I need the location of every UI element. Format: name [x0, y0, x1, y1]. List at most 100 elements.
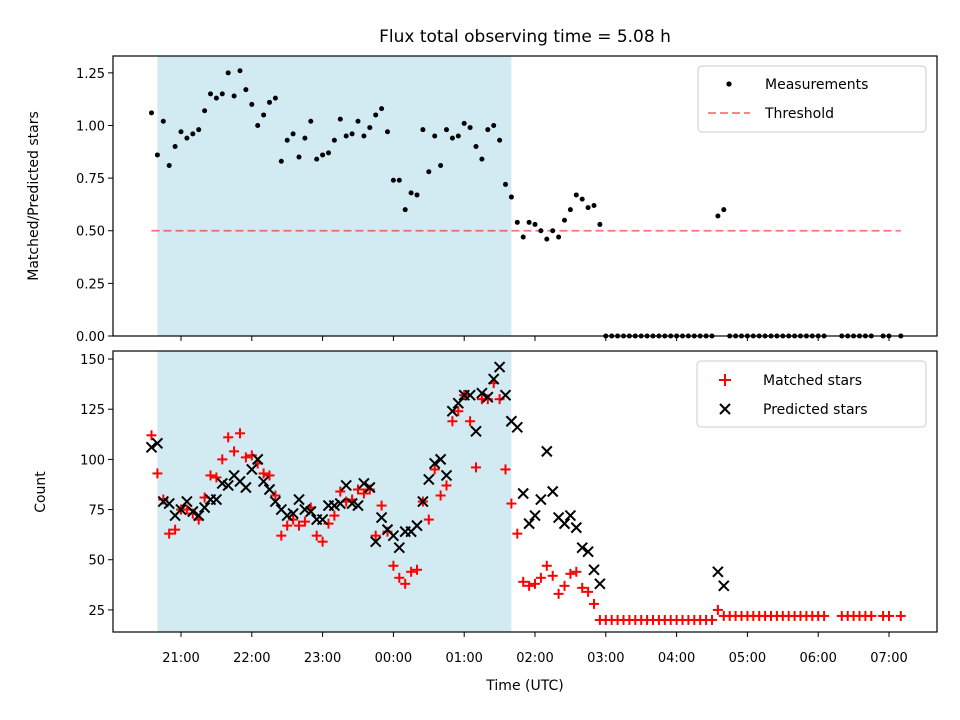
- measurement-point: [149, 110, 154, 116]
- measurement-point: [573, 192, 579, 198]
- measurement-point: [550, 228, 556, 234]
- matched-star-point: [583, 586, 594, 597]
- matched-star-point: [205, 470, 216, 481]
- bottom-y-tick-label: 50: [88, 554, 105, 569]
- predicted-star-point: [387, 529, 400, 542]
- predicted-star-point: [535, 493, 547, 506]
- predicted-star-point: [305, 505, 317, 518]
- legend-matched-marker: [719, 374, 731, 386]
- x-tick-label: 04:00: [658, 651, 695, 666]
- measurement-point: [343, 133, 349, 139]
- measurement-point: [320, 152, 326, 158]
- matched-star-point: [288, 514, 299, 525]
- measurement-point: [597, 221, 603, 227]
- x-tick-label: 23:00: [304, 651, 341, 666]
- predicted-star-point: [493, 361, 506, 373]
- measurement-point: [438, 162, 444, 168]
- matched-star-point: [589, 598, 599, 609]
- predicted-star-point: [558, 517, 571, 530]
- predicted-star-point: [181, 495, 193, 508]
- matched-star-point: [246, 450, 257, 461]
- matched-star-point: [270, 490, 281, 501]
- x-tick-label: 06:00: [799, 651, 836, 666]
- legend-matched-stars: Matched stars: [763, 373, 862, 389]
- matched-star-point: [258, 468, 269, 479]
- measurement-point: [385, 129, 390, 135]
- predicted-star-point: [428, 457, 441, 470]
- measurement-point: [567, 207, 573, 213]
- measurement-point: [379, 106, 385, 112]
- measurement-point: [249, 101, 255, 107]
- top-y-ticks: 0.00 0.25 0.50 0.75 1.00 1.25: [76, 67, 113, 345]
- x-tick-label: 01:00: [445, 651, 482, 666]
- matched-star-point: [518, 576, 529, 587]
- matched-star-point: [453, 406, 464, 417]
- matched-star-point: [317, 536, 328, 547]
- measurement-point: [373, 112, 379, 118]
- measurement-point: [715, 213, 721, 219]
- predicted-star-point: [316, 513, 329, 526]
- matched-star-point: [412, 564, 422, 575]
- matched-star-point: [370, 530, 381, 541]
- matched-star-point: [447, 416, 458, 427]
- legend-threshold: Threshold: [764, 106, 834, 122]
- predicted-star-point: [145, 441, 158, 454]
- matched-star-point: [895, 610, 906, 621]
- predicted-star-point: [546, 485, 559, 498]
- measurement-point: [485, 127, 491, 133]
- measurement-point: [172, 144, 178, 150]
- measurement-point: [290, 131, 296, 137]
- predicted-star-point: [364, 481, 376, 494]
- top-legend: Measurements Threshold: [697, 65, 927, 133]
- measurement-point: [243, 87, 249, 93]
- measurement-point: [184, 135, 190, 141]
- predicted-star-point: [564, 509, 577, 522]
- matched-star-point: [423, 514, 434, 525]
- measurement-point: [237, 68, 243, 74]
- measurement-point: [579, 196, 585, 202]
- bottom-legend: Matched stars Predicted stars: [696, 360, 927, 428]
- measurement-point: [473, 144, 479, 150]
- matched-star-point: [329, 510, 340, 521]
- measurement-point: [166, 162, 172, 168]
- measurement-point: [562, 217, 567, 223]
- matched-stars-points: [146, 378, 906, 625]
- predicted-star-point: [434, 453, 447, 466]
- predicted-star-point: [246, 463, 258, 476]
- chart-title: Flux total observing time = 5.08 h: [379, 27, 671, 47]
- predicted-star-point: [511, 421, 524, 433]
- matched-star-point: [211, 472, 222, 483]
- matched-star-point: [512, 528, 523, 539]
- top-y-tick-label: 1.00: [76, 119, 105, 134]
- matched-star-point: [471, 462, 481, 473]
- matched-star-point: [388, 560, 399, 571]
- measurement-point: [308, 118, 314, 124]
- measurement-point: [479, 156, 485, 162]
- matched-star-point: [235, 428, 245, 439]
- measurement-point: [178, 129, 184, 135]
- top-panel: 0.00 0.25 0.50 0.75 1.00 1.25 Matched/Predict…: [26, 55, 938, 345]
- top-y-tick-label: 0.00: [76, 330, 105, 345]
- predicted-star-point: [269, 495, 282, 508]
- matched-star-point: [294, 520, 304, 531]
- predicted-star-point: [529, 509, 541, 522]
- measurement-point: [284, 137, 290, 143]
- measurement-point: [497, 137, 503, 143]
- matched-star-point: [170, 524, 181, 535]
- predicted-star-point: [712, 566, 724, 578]
- bottom-panel: 25 50 75 100 125 150 21:00 22:00 23:00 00:00 01:0…: [33, 350, 938, 694]
- measurement-point: [538, 228, 544, 234]
- matched-star-point: [577, 582, 588, 593]
- predicted-star-point: [151, 437, 164, 450]
- predicted-star-point: [198, 501, 211, 514]
- matched-star-point: [494, 394, 505, 405]
- predicted-star-point: [369, 535, 382, 548]
- matched-star-point: [217, 454, 228, 465]
- measurement-point: [467, 125, 473, 131]
- predicted-star-point: [570, 521, 583, 534]
- predicted-star-point: [423, 473, 435, 486]
- predicted-star-point: [293, 493, 305, 506]
- predicted-star-point: [393, 541, 406, 554]
- predicted-star-point: [240, 481, 252, 494]
